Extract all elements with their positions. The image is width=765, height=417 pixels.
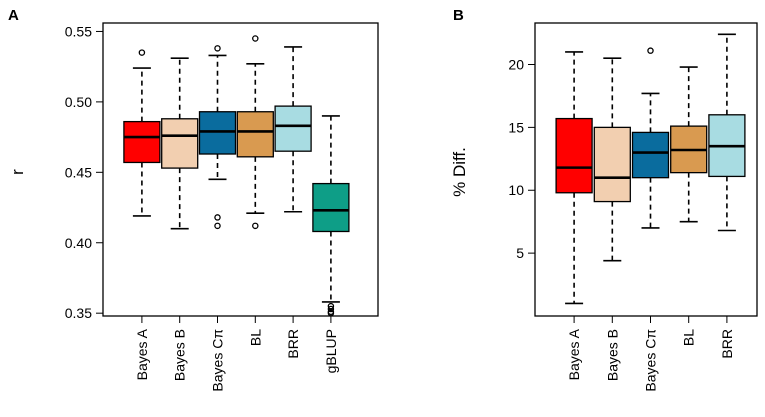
plot-frame: [102, 22, 379, 317]
y-tick-label: 10: [508, 182, 524, 198]
outlier-point: [214, 222, 221, 230]
category-label: Bayes B: [172, 329, 188, 381]
box-5: [312, 182, 350, 233]
category-label: BRR: [719, 329, 735, 359]
category-label: Bayes Cπ: [210, 329, 226, 392]
plot-area-b: 5 10 15 20 Bayes A Bayes B Bayes Cπ BL BRR: [508, 22, 758, 392]
box-3: [236, 111, 274, 158]
y-tick-label: 0.55: [65, 23, 92, 39]
panel-a: A r 0.35 0.40 0.45 0.50 0.55 Bayes A Bayes B Ba…: [8, 7, 379, 392]
outlier-point: [138, 49, 146, 56]
outlier-point: [214, 45, 221, 52]
panel-b: B % Diff. 5 10 15 20 Bayes A Bayes B Bayes Cπ B…: [450, 7, 758, 392]
box-0: [555, 117, 593, 194]
y-tick-label: 0.50: [65, 94, 92, 110]
category-label: Bayes Cπ: [643, 329, 659, 392]
category-label: Bayes A: [134, 328, 150, 380]
outlier-point: [327, 309, 335, 317]
y-tick-label: 15: [508, 119, 524, 135]
y-axis-title-b: % Diff.: [450, 147, 469, 197]
category-label: BL: [681, 329, 697, 346]
box-2: [198, 111, 237, 155]
category-label: BRR: [285, 329, 301, 359]
y-tick-label: 0.35: [65, 305, 92, 321]
plot-frame: [534, 22, 758, 317]
y-tick-label: 5: [516, 245, 524, 261]
outlier-point: [252, 35, 259, 42]
outlier-point: [214, 214, 221, 221]
y-tick-label: 0.45: [65, 164, 92, 180]
panel-letter-b: B: [453, 7, 464, 24]
box-4: [274, 105, 312, 152]
outlier-point: [252, 222, 259, 230]
plot-area-a: 0.35 0.40 0.45 0.50 0.55 Bayes A Bayes B Bayes …: [65, 22, 379, 392]
box-2: [631, 131, 670, 179]
outlier-point: [327, 305, 335, 313]
box-0: [123, 120, 161, 164]
y-axis-title-a: r: [8, 169, 27, 175]
category-label: Bayes B: [604, 329, 620, 381]
box-1: [161, 118, 199, 169]
category-label: Bayes A: [566, 328, 582, 380]
y-tick-label: 0.40: [65, 235, 92, 251]
panel-letter-a: A: [8, 7, 19, 24]
category-label: gBLUP: [323, 329, 339, 373]
category-label: BL: [247, 329, 263, 346]
y-tick-label: 20: [508, 56, 524, 72]
box-1: [593, 126, 631, 203]
outlier-point: [647, 47, 654, 54]
